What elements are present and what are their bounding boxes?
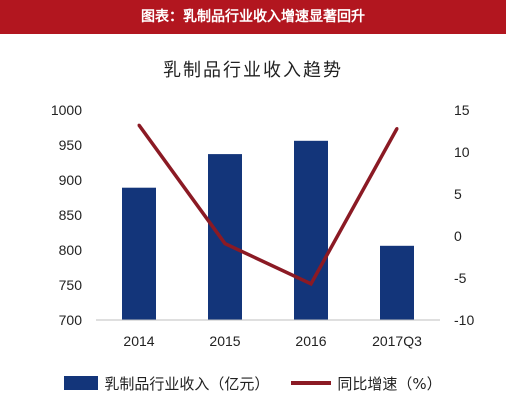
bar-2015: [208, 154, 242, 320]
y-left-tick-800: 800: [59, 242, 83, 258]
legend-swatch-bar: [64, 376, 99, 390]
growth-point-2015: [223, 242, 227, 246]
bar-2017q3: [380, 245, 414, 320]
y-left-tick-700: 700: [59, 312, 83, 328]
growth-point-2014: [137, 123, 141, 127]
y-left-tick-850: 850: [59, 207, 83, 223]
legend-label-growth: 同比增速（%）: [337, 374, 442, 393]
growth-point-2017q3: [395, 126, 399, 130]
figure-header: 图表：乳制品行业收入增速显著回升: [0, 0, 506, 34]
x-tick-2017q3: 2017Q3: [372, 333, 422, 349]
y-right-tick-0: 0: [454, 228, 462, 244]
y-right-tick--5: -5: [454, 270, 467, 286]
y-left-tick-1000: 1000: [51, 102, 82, 118]
y-left-tick-750: 750: [59, 277, 83, 293]
x-tick-2016: 2016: [295, 333, 326, 349]
y-right-tick-10: 10: [454, 144, 470, 160]
x-tick-2014: 2014: [123, 333, 154, 349]
bar-2014: [122, 187, 156, 320]
y-right-tick-15: 15: [454, 102, 470, 118]
legend: 乳制品行业收入（亿元） 同比增速（%）: [0, 370, 506, 396]
y-right-tick-5: 5: [454, 186, 462, 202]
legend-swatch-line: [291, 381, 332, 385]
bar-2016: [294, 140, 328, 320]
growth-line: [137, 124, 399, 287]
y-left-tick-950: 950: [59, 137, 83, 153]
chart: 700 750 800 850 900 950 1000 -10 -5 0 5 10 15 2014 201…: [51, 102, 475, 349]
y-right-tick--10: -10: [454, 312, 474, 328]
growth-point-2016: [309, 282, 313, 286]
legend-label-revenue: 乳制品行业收入（亿元）: [104, 374, 270, 393]
y-left-tick-900: 900: [59, 172, 83, 188]
x-tick-2015: 2015: [209, 333, 240, 349]
chart-title: 乳制品行业收入趋势: [163, 60, 343, 81]
legend-item-growth: 同比增速（%）: [291, 373, 442, 394]
legend-item-revenue: 乳制品行业收入（亿元）: [64, 373, 269, 394]
